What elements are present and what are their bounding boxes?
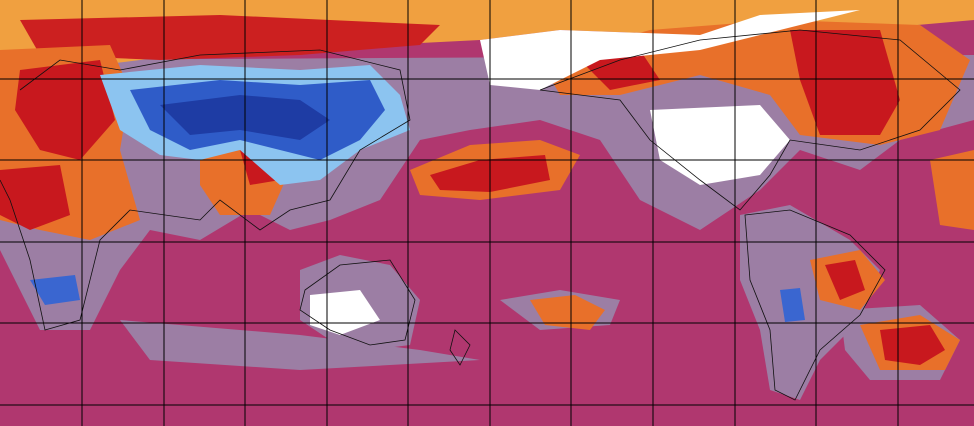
- south-pacific-orange: [530, 295, 605, 330]
- north-america-coast: [539, 29, 961, 211]
- europe-red: [15, 60, 115, 160]
- andes-blue: [780, 288, 805, 322]
- sahara-red: [0, 165, 70, 230]
- brazil-red: [825, 260, 865, 300]
- us-white: [650, 105, 790, 185]
- canada-red: [790, 30, 900, 135]
- cold-zones: [30, 10, 860, 335]
- new-zealand-coast: [449, 329, 471, 366]
- coastlines: [0, 29, 961, 401]
- africa-blue: [30, 275, 80, 305]
- atlantic-red: [880, 325, 945, 365]
- southern-band-neutral: [120, 320, 480, 370]
- arctic-white: [480, 10, 860, 90]
- west-africa-orange: [930, 150, 974, 230]
- arctic-red: [20, 15, 440, 60]
- australia-coast: [299, 259, 416, 346]
- eurasia-africa-coast: [0, 49, 411, 331]
- south-america-coast: [744, 209, 886, 401]
